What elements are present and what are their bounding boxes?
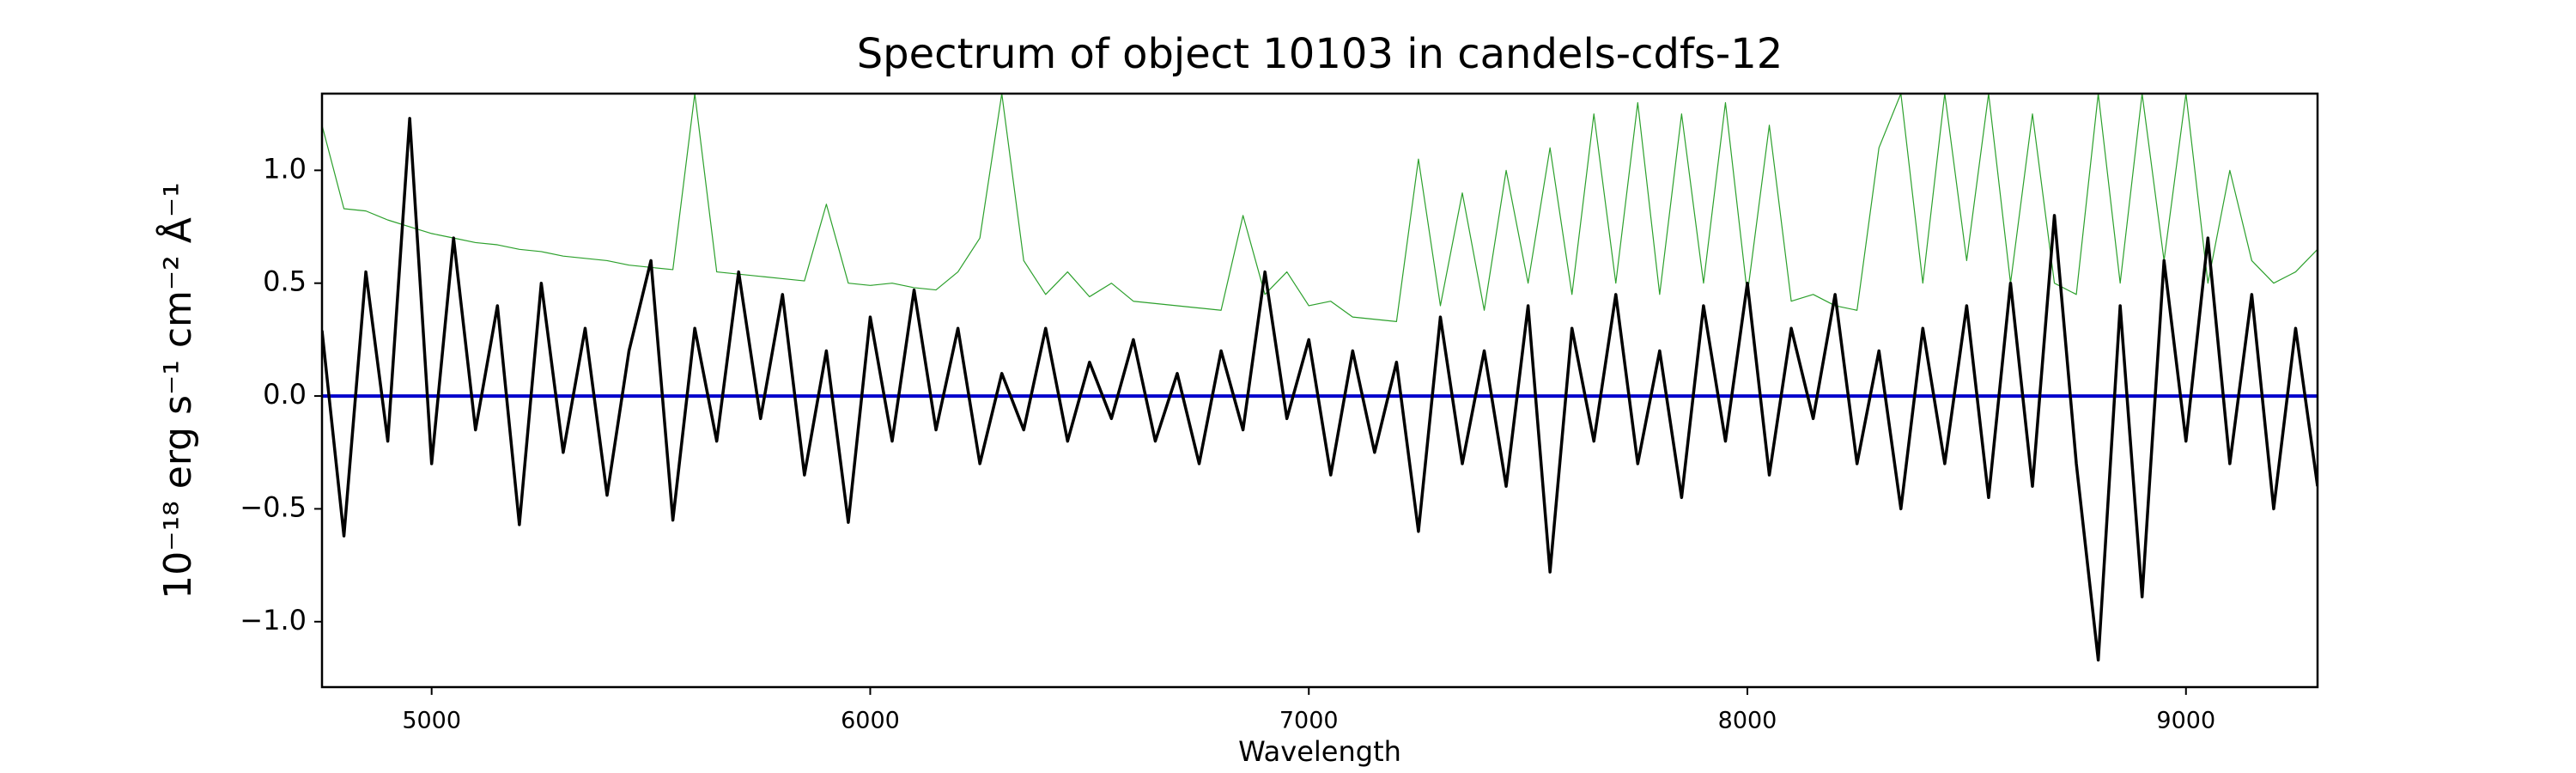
x-tick-label: 6000 [841,708,900,734]
y-tick-label: 0.5 [263,265,307,298]
y-tick-label: 1.0 [263,152,307,185]
y-tick-label: −0.5 [240,490,307,523]
chart-title: Spectrum of object 10103 in candels-cdfs… [857,30,1783,78]
spectrum-line [322,117,2318,662]
x-axis-label: Wavelength [1238,735,1401,768]
x-tick-label: 8000 [1718,708,1777,734]
y-tick-label: 0.0 [263,378,307,411]
x-tick-label: 5000 [402,708,461,734]
x-tick-label: 9000 [2156,708,2215,734]
spectrum-line [322,94,2318,322]
plot-area [322,94,2318,662]
y-axis-label: 10⁻¹⁸ erg s⁻¹ cm⁻² Å⁻¹ [155,182,200,599]
y-tick-label: −1.0 [240,604,307,636]
axes-frame [320,92,2319,689]
x-tick-label: 7000 [1279,708,1339,734]
